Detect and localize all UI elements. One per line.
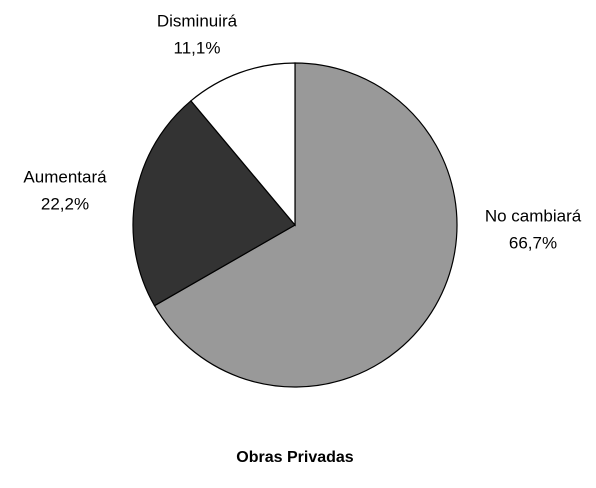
pie-slice — [132, 99, 296, 307]
pie-slice — [153, 62, 458, 388]
value-label: 11,1% — [174, 38, 221, 57]
slice-label: Disminuirá — [157, 11, 238, 30]
slice-label: Aumentará — [23, 167, 107, 186]
pie-slice — [190, 62, 296, 227]
chart-title: Obras Privadas — [236, 449, 354, 466]
slice-label: No cambiará — [485, 206, 582, 225]
value-label: 66,7% — [509, 233, 557, 252]
value-label: 22,2% — [41, 194, 89, 213]
